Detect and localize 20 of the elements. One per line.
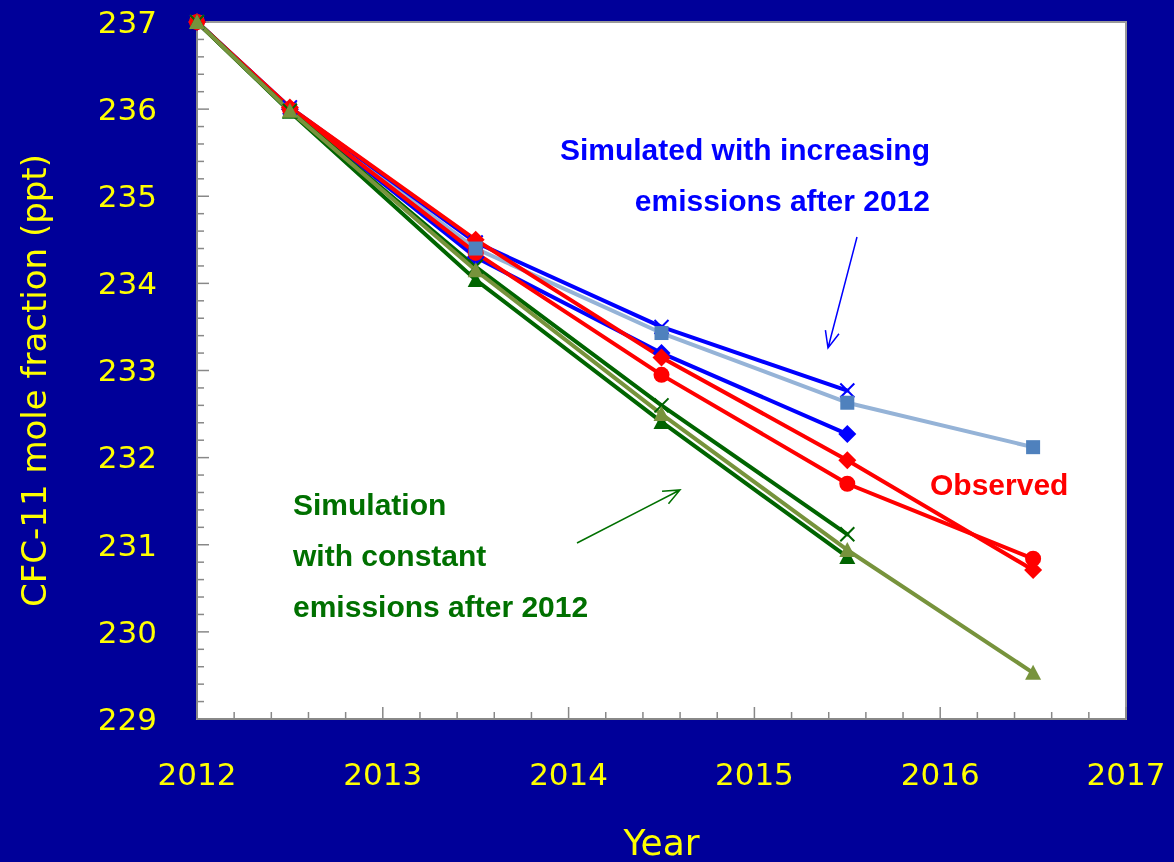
y-tick-label: 233 (97, 352, 157, 389)
x-tick-label: 2016 (900, 756, 980, 792)
x-tick-label: 2013 (343, 756, 423, 792)
y-tick-label: 229 (97, 700, 157, 737)
annotation: Observed (930, 468, 1069, 501)
x-axis-title: Year (622, 822, 700, 862)
y-tick-label: 230 (97, 613, 157, 650)
y-tick-label: 237 (97, 3, 157, 40)
annotation: Simulated with increasing emissions after 2012 (559, 133, 930, 217)
x-tick-label: 2014 (529, 756, 609, 792)
y-tick-label: 232 (97, 439, 157, 476)
annotation: Simulation with constant emissions after 2012 (292, 488, 589, 623)
x-tick-label: 2015 (714, 756, 794, 792)
x-tick-label: 2012 (157, 756, 237, 792)
x-tick-label: 2017 (1086, 756, 1166, 792)
y-tick-label: 234 (97, 265, 157, 302)
y-tick-label: 235 (97, 178, 157, 215)
y-axis-title: CFC-11 mole fraction (ppt) (14, 154, 54, 607)
y-tick-label: 236 (97, 90, 157, 127)
y-tick-label: 231 (97, 526, 157, 563)
